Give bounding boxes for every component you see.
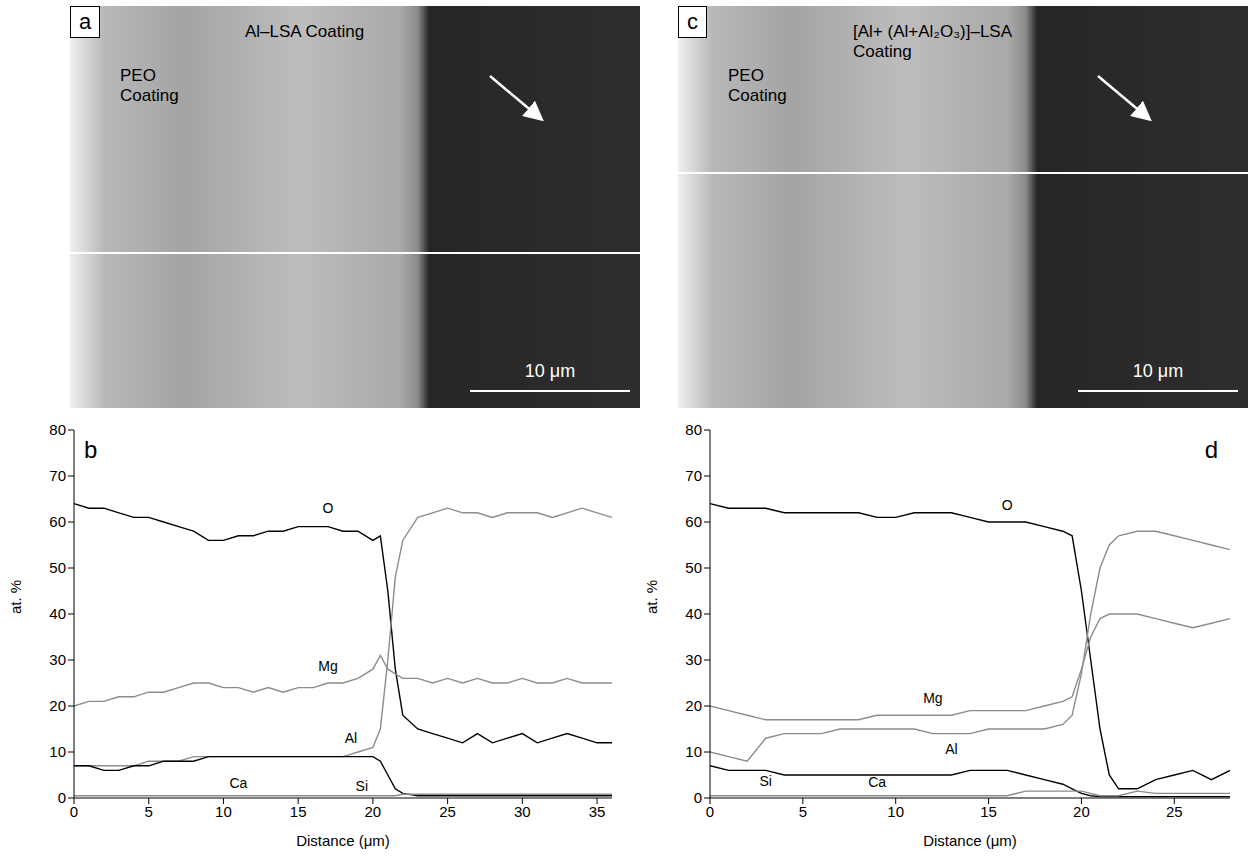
svg-text:50: 50 [685, 559, 702, 576]
svg-text:50: 50 [49, 559, 66, 576]
html-text:b: b [84, 436, 98, 463]
svg-text:20: 20 [365, 803, 382, 820]
html-text:[Al+ (Al+Al₂O₃)]–LSA Coating: [Al+ (Al+Al₂O₃)]–LSA Coating [853, 22, 1012, 61]
svg-text:40: 40 [685, 605, 702, 622]
svg-text:20: 20 [1073, 803, 1090, 820]
svg-text:15: 15 [290, 803, 307, 820]
svg-text:at. %: at. % [643, 580, 660, 614]
html-text:Al–LSA Coating: Al–LSA Coating [245, 22, 365, 41]
svg-text:5: 5 [799, 803, 807, 820]
svg-text:at. %: at. % [7, 580, 24, 614]
svg-text:Si: Si [356, 778, 368, 794]
svg-text:20: 20 [49, 697, 66, 714]
svg-text:5: 5 [145, 803, 153, 820]
svg-text:60: 60 [685, 513, 702, 530]
svg-text:40: 40 [49, 605, 66, 622]
svg-text:60: 60 [49, 513, 66, 530]
svg-text:Ca: Ca [868, 774, 886, 790]
svg-text:30: 30 [514, 803, 531, 820]
html-text:d: d [1204, 436, 1218, 463]
svg-text:0: 0 [58, 789, 66, 806]
svg-text:80: 80 [49, 421, 66, 438]
svg-text:10: 10 [887, 803, 904, 820]
svg-text:Al: Al [345, 730, 357, 746]
svg-text:O: O [1002, 497, 1013, 513]
svg-text:30: 30 [685, 651, 702, 668]
svg-text:80: 80 [685, 421, 702, 438]
svg-text:25: 25 [1166, 803, 1183, 820]
html-text:10 μm: 10 μm [524, 361, 576, 381]
svg-text:Si: Si [759, 773, 771, 789]
svg-text:Distance (μm): Distance (μm) [923, 832, 1017, 849]
html-text:PEO Coating: PEO Coating [728, 66, 787, 105]
svg-text:Mg: Mg [923, 690, 942, 706]
svg-text:Al: Al [945, 741, 957, 757]
svg-text:70: 70 [685, 467, 702, 484]
html-text:a: a [79, 9, 92, 34]
svg-text:30: 30 [49, 651, 66, 668]
svg-text:Ca: Ca [229, 775, 247, 791]
svg-text:O: O [323, 500, 334, 516]
svg-text:25: 25 [439, 803, 456, 820]
svg-text:15: 15 [980, 803, 997, 820]
svg-text:Distance (μm): Distance (μm) [296, 832, 390, 849]
svg-text:10: 10 [685, 743, 702, 760]
svg-text:0: 0 [70, 803, 78, 820]
html-text:c: c [687, 9, 698, 34]
svg-text:Mg: Mg [318, 658, 337, 674]
svg-text:70: 70 [49, 467, 66, 484]
svg-text:20: 20 [685, 697, 702, 714]
svg-text:10: 10 [215, 803, 232, 820]
svg-text:0: 0 [706, 803, 714, 820]
svg-text:0: 0 [694, 789, 702, 806]
html-text:10 μm: 10 μm [1132, 361, 1184, 381]
svg-text:35: 35 [589, 803, 606, 820]
svg-text:10: 10 [49, 743, 66, 760]
html-text:PEO Coating: PEO Coating [120, 66, 179, 105]
